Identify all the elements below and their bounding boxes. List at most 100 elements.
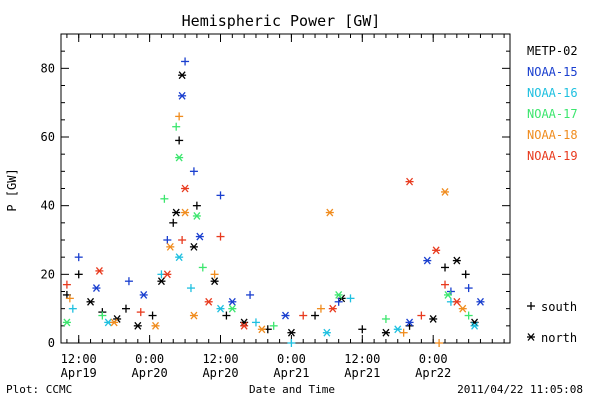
north-point [322,328,331,337]
y-axis-label: P [GW] [5,168,19,211]
north-point [441,188,450,196]
north-point [139,291,148,299]
marker-stroke [444,291,452,299]
north-point [281,311,290,320]
marker-stroke [63,318,71,327]
north-point [181,208,190,217]
north-point [429,315,438,323]
south-point [210,270,219,279]
marker-stroke [134,321,142,330]
y-tick-label: 80 [41,61,55,75]
marker-stroke [166,242,174,251]
marker-stroke [152,321,160,330]
x-tick-label-date: Apr21 [344,366,380,380]
north-point [172,208,181,217]
south-point [216,191,225,200]
south-point [62,280,71,289]
marker-stroke [459,304,467,313]
north-point [432,246,441,255]
north-point [189,242,198,251]
marker-stroke [92,284,100,292]
marker-stroke [211,277,219,286]
south-point [222,311,231,320]
marker-stroke [87,297,95,306]
south-point [74,253,83,262]
north-point [175,253,184,262]
north-point [328,304,337,313]
north-point [228,304,237,313]
marker-stroke [453,256,461,265]
south-point [334,297,343,306]
legend-entry: NOAA-19 [527,149,578,163]
south-point [181,57,190,66]
marker-stroke [181,184,189,193]
north-point [228,297,237,306]
marker-stroke [326,208,334,217]
north-point [458,304,467,313]
south-point [68,304,77,313]
north-point [452,297,461,306]
series-noaa-18 [65,112,467,347]
marker-stroke [178,91,186,100]
marker-stroke [190,242,198,251]
marker-stroke [406,318,414,327]
x-axis-label: Date and Time [249,383,335,396]
north-point [181,184,190,193]
south-point [435,339,444,347]
marker-stroke [228,304,236,313]
south-point [178,236,187,244]
north-point [452,256,461,265]
south-point [299,311,308,320]
north-point [166,242,175,251]
south-point [316,304,325,313]
marker-stroke [193,212,201,220]
south-point [163,236,172,244]
south-point [441,280,450,289]
marker-stroke [441,188,449,196]
north-point [476,297,485,306]
series-noaa-16 [68,253,479,347]
north-point [210,277,219,286]
marker-stroke [196,232,204,241]
y-tick-label: 20 [41,267,55,281]
x-tick-label-time: 12:00 [344,352,380,366]
y-tick-label: 60 [41,130,55,144]
y-tick-label: 40 [41,199,55,213]
marker-stroke [476,297,484,306]
marker-stroke [382,328,390,337]
x-tick-label-date: Apr20 [132,366,168,380]
y-axis: 0 20 40 60 80 [41,33,510,350]
south-point [311,311,320,320]
marker-stroke [329,304,337,313]
south-point [251,318,260,327]
north-point [470,321,479,330]
north-point [405,318,414,327]
marker-stroke [240,321,248,330]
north-point [110,318,119,327]
legend-star-marker [527,333,535,341]
north-point [325,208,334,217]
legend-entry: METP-02 [527,44,578,58]
south-point [124,277,133,286]
marker-stroke [432,246,440,255]
south-point [136,308,145,317]
north-point [175,153,184,162]
marker-stroke [172,208,180,217]
south-point [98,311,107,320]
marker-stroke [527,333,535,341]
x-tick-label-date: Apr22 [415,366,451,380]
x-tick-label-date: Apr19 [61,366,97,380]
south-point [189,167,198,176]
marker-legend-label: south [541,300,577,314]
south-point [198,263,207,272]
legend-entry: NOAA-17 [527,107,578,121]
series-metp-02 [62,71,479,337]
south-point [74,270,83,279]
south-point [461,270,470,279]
north-point [189,311,198,320]
south-point [175,112,184,121]
south-point [65,294,74,303]
north-point [133,321,142,330]
marker-stroke [394,325,402,334]
x-tick-label-time: 0:00 [277,352,306,366]
